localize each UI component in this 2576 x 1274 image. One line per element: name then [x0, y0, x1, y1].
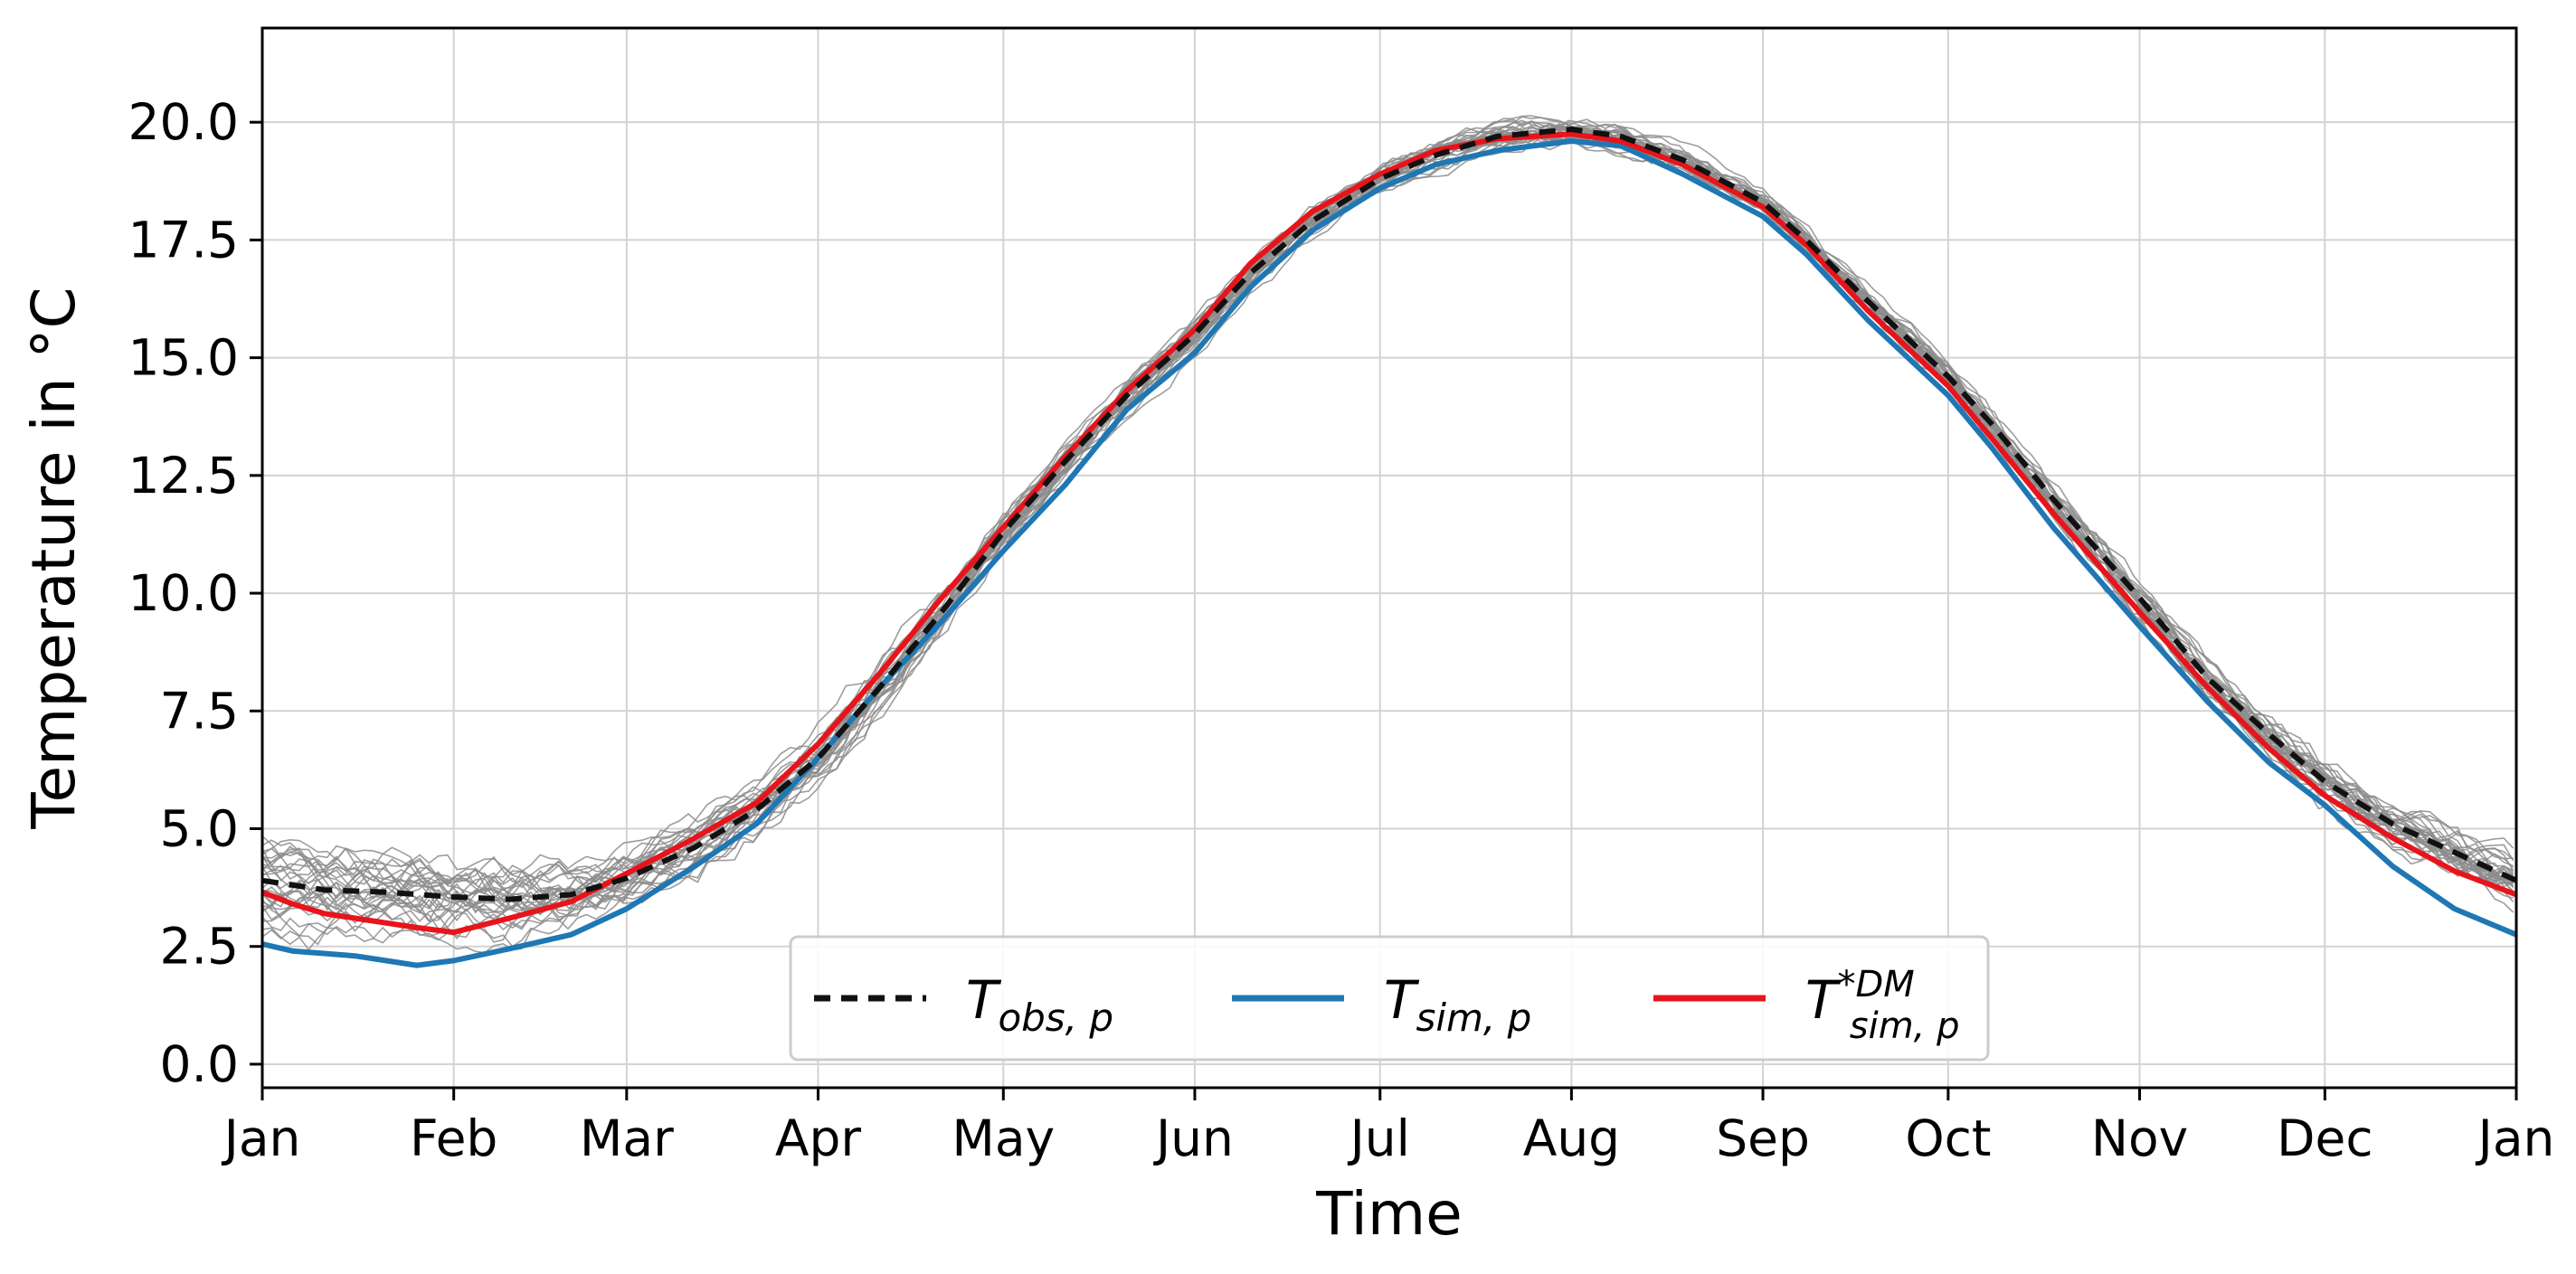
legend-label: T*DM sim, p: [1805, 964, 1960, 1047]
legend-box: [789, 935, 1990, 1062]
x-tick-label: Sep: [1716, 1109, 1810, 1167]
x-tick-label: Jan: [2476, 1109, 2555, 1167]
legend-label: Tsim, p: [1384, 969, 1531, 1040]
x-tick-label: Apr: [775, 1109, 862, 1167]
y-tick-label: 0.0: [160, 1035, 239, 1093]
y-tick-label: 7.5: [160, 682, 239, 740]
x-tick-label: Oct: [1905, 1109, 1991, 1167]
y-tick-label: 5.0: [160, 800, 239, 858]
x-tick-label: Nov: [2091, 1109, 2188, 1167]
plot-frame: [260, 26, 2518, 1090]
y-tick-label: 12.5: [128, 447, 239, 505]
y-axis-title: Temperature in °C: [19, 287, 89, 829]
series-line-sim-dm: [260, 131, 2518, 936]
series-line-obs: [261, 127, 2518, 902]
y-tick-label: 10.0: [128, 564, 239, 622]
legend-label: Tobs, p: [966, 969, 1113, 1040]
x-tick-label: Jun: [1153, 1109, 1234, 1167]
legend: Tobs, p Tsim, p T*DM sim, p: [789, 935, 1990, 1062]
x-tick-label: Mar: [580, 1109, 674, 1167]
ensemble-member-line: [261, 123, 2514, 932]
x-tick-label: Dec: [2277, 1109, 2372, 1167]
y-tick-label: 17.5: [128, 211, 239, 269]
ensemble-member-line: [261, 126, 2514, 889]
x-axis-title: Time: [1315, 1179, 1463, 1249]
axis-ticks: Jan Feb Mar Apr May Jun Jul Aug Sep Oct Nov Dec Jan 0…: [128, 93, 2555, 1167]
x-tick-label: Jan: [222, 1109, 301, 1167]
x-tick-label: Feb: [410, 1109, 497, 1167]
series-lines: [260, 127, 2518, 968]
x-tick-label: Jul: [1348, 1109, 1410, 1167]
y-tick-label: 20.0: [128, 93, 239, 151]
series-line-sim: [261, 138, 2518, 968]
y-tick-label: 15.0: [128, 329, 239, 387]
y-tick-label: 2.5: [160, 918, 239, 976]
x-tick-label: May: [952, 1109, 1055, 1167]
x-tick-label: Aug: [1523, 1109, 1620, 1167]
